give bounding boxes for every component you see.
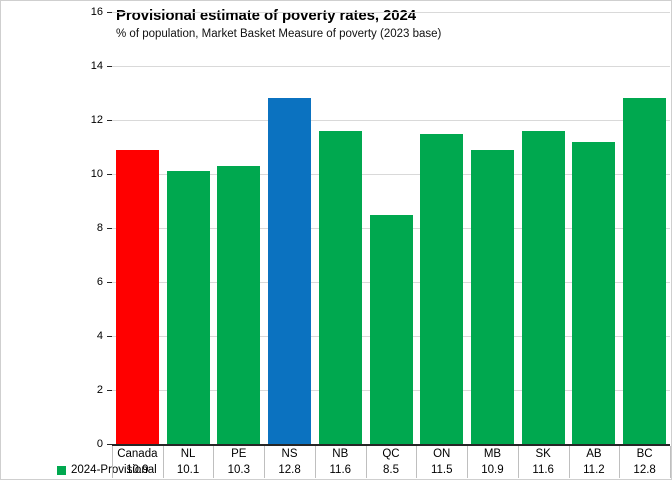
table-column-separator (314, 446, 316, 478)
value-label: 11.6 (329, 464, 352, 476)
y-axis-tick (107, 66, 112, 67)
table-column-separator (264, 446, 266, 478)
table-column-separator (619, 446, 621, 478)
value-label: 10.1 (176, 464, 200, 476)
category-label: SK (535, 448, 551, 460)
value-label: 12.8 (633, 464, 656, 476)
y-axis-tick (107, 120, 112, 121)
bar-mb (470, 149, 514, 444)
category-label: NB (332, 448, 349, 460)
bar-pe (217, 165, 261, 444)
bar-ns (268, 98, 312, 444)
bar-sk (521, 130, 565, 444)
y-axis-label: 4 (96, 330, 103, 342)
table-column-separator (517, 446, 519, 478)
gridline (112, 66, 670, 67)
y-axis-label: 6 (96, 276, 103, 288)
bar-canada (115, 149, 159, 444)
y-axis-label: 8 (96, 222, 103, 234)
gridline (112, 174, 670, 175)
y-axis-label: 14 (90, 60, 103, 72)
value-label: 8.5 (382, 464, 399, 476)
table-column-separator (416, 446, 418, 478)
x-axis-line (112, 444, 670, 446)
chart-title: Provisional estimate of poverty rates, 2… (116, 7, 416, 24)
table-column-separator (365, 446, 367, 478)
value-label: 10.3 (227, 464, 250, 476)
y-axis-tick (107, 444, 112, 445)
gridline (112, 12, 670, 13)
y-axis-label: 0 (96, 438, 103, 450)
table-column-separator (112, 446, 113, 478)
category-label: NL (180, 448, 196, 460)
y-axis-tick (107, 174, 112, 175)
y-axis-tick (107, 390, 112, 391)
y-axis-label: 16 (90, 6, 103, 18)
y-axis-label: 10 (90, 168, 103, 180)
category-label: NS (281, 448, 298, 460)
legend: 2024-Provisional (57, 462, 157, 478)
bar-on (420, 133, 464, 444)
y-axis-tick (107, 282, 112, 283)
bar-ab (572, 141, 616, 444)
bar-qc (369, 214, 413, 444)
y-axis-tick (107, 228, 112, 229)
bar-nb (318, 130, 362, 444)
table-column-separator (670, 446, 671, 478)
y-axis-label: 12 (90, 114, 103, 126)
category-label: ON (433, 448, 451, 460)
value-label: 11.6 (532, 464, 554, 476)
gridline (112, 120, 670, 121)
value-label: 10.9 (481, 464, 504, 476)
chart-subtitle: % of population, Market Basket Measure o… (116, 28, 442, 40)
category-label: Canada (117, 448, 158, 460)
bar-nl (166, 171, 210, 444)
category-label: AB (586, 448, 602, 460)
category-label: MB (483, 448, 502, 460)
table-column-separator (467, 446, 469, 478)
bar-bc (623, 98, 667, 444)
value-label: 11.2 (583, 464, 605, 476)
table-column-separator (213, 446, 215, 478)
legend-label: 2024-Provisional (71, 464, 157, 476)
table-column-separator (568, 446, 570, 478)
value-label: 10.9 (126, 464, 149, 476)
category-label: QC (382, 448, 400, 460)
category-label: BC (636, 448, 653, 460)
value-label: 11.5 (430, 464, 453, 476)
category-label: PE (231, 448, 247, 460)
table-column-separator (162, 446, 164, 478)
y-axis-tick (107, 336, 112, 337)
legend-swatch-icon (57, 465, 66, 475)
value-label: 12.8 (278, 464, 301, 476)
y-axis-label: 2 (96, 384, 103, 396)
y-axis-tick (107, 12, 112, 13)
